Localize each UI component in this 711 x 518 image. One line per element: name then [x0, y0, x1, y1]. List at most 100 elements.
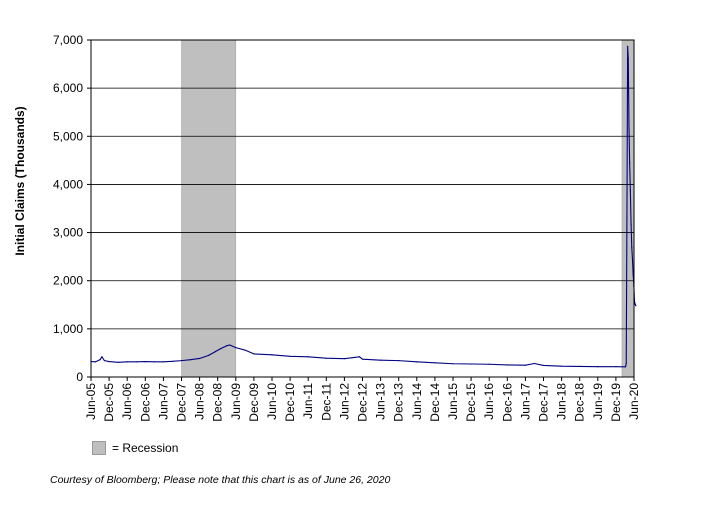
y-tick-label: 2,000 — [53, 274, 83, 288]
x-tick-label: Dec-06 — [138, 383, 152, 422]
x-tick-label: Jun-07 — [156, 383, 170, 420]
data-point — [94, 361, 97, 363]
data-point — [452, 363, 454, 365]
data-point — [470, 363, 472, 365]
data-point — [597, 366, 599, 368]
y-axis-title: Initial Claims (Thousands) — [13, 106, 27, 255]
x-tick-label: Jun-14 — [410, 383, 424, 420]
data-point — [103, 360, 106, 362]
data-point — [153, 361, 155, 363]
data-point — [629, 190, 631, 192]
x-tick-label: Jun-18 — [555, 383, 569, 420]
data-point — [199, 357, 201, 360]
data-point — [488, 363, 490, 365]
x-tick-label: Jun-15 — [446, 383, 460, 420]
data-point — [208, 354, 210, 356]
data-point — [416, 361, 418, 363]
data-point — [561, 365, 563, 367]
x-tick-label: Dec-07 — [175, 383, 189, 422]
data-point — [289, 355, 291, 357]
y-tick-labels: 0 1,000 2,000 3,000 4,000 5,000 6,000 7,000 — [53, 33, 83, 384]
data-point — [108, 360, 110, 363]
recession-legend-swatch — [92, 441, 106, 455]
gridlines — [87, 39, 634, 378]
data-point — [101, 356, 103, 358]
data-point — [434, 362, 436, 364]
data-point — [380, 359, 382, 361]
data-point — [144, 360, 146, 363]
data-point — [189, 359, 192, 361]
plot-frame — [90, 39, 635, 378]
y-tick-label: 7,000 — [53, 33, 83, 47]
y-tick-label: 0 — [76, 370, 83, 384]
x-tick-label: Jun-09 — [229, 383, 243, 420]
source-footnote: Courtesy of Bloomberg; Please note that … — [50, 474, 391, 486]
x-tick-label: Dec-13 — [392, 383, 406, 422]
data-point — [325, 357, 327, 359]
data-point — [542, 364, 545, 367]
data-point — [343, 358, 345, 360]
x-tick-label: Jun-17 — [518, 383, 532, 420]
x-tick-label: Jun-06 — [120, 383, 134, 420]
series-group — [90, 45, 637, 368]
data-point — [220, 347, 222, 350]
data-point — [235, 347, 237, 349]
series-line-1 — [90, 45, 637, 368]
data-point — [627, 57, 629, 60]
data-point — [307, 356, 309, 358]
y-tick-label: 4,000 — [53, 177, 83, 191]
x-tick-label: Dec-17 — [537, 383, 551, 422]
x-tick-label: Jun-10 — [265, 383, 279, 420]
data-point — [117, 361, 119, 363]
data-point — [244, 349, 246, 351]
data-point — [625, 362, 627, 365]
recession-bands — [181, 39, 635, 378]
data-point — [226, 345, 228, 347]
axes — [90, 39, 635, 378]
data-point — [631, 247, 633, 249]
data-point — [628, 124, 630, 126]
data-point — [533, 362, 536, 365]
x-tick-label: Jun-05 — [84, 383, 98, 420]
x-tick-label: Dec-09 — [247, 383, 261, 422]
recession-band-1 — [181, 39, 237, 378]
data-point — [624, 366, 627, 368]
x-tick-label: Dec-16 — [500, 383, 514, 422]
x-tick-label: Dec-05 — [102, 383, 116, 422]
data-point — [632, 274, 634, 276]
x-tick-label: Jun-13 — [374, 383, 388, 420]
x-tick-label: Jun-08 — [193, 383, 207, 420]
x-tick-label: Dec-12 — [356, 383, 370, 422]
data-point — [615, 366, 617, 368]
y-tick-label: 3,000 — [53, 226, 83, 240]
data-point — [506, 364, 508, 366]
data-point — [635, 305, 637, 307]
x-tick-label: Dec-14 — [428, 383, 442, 422]
data-point — [361, 358, 364, 360]
data-point — [358, 356, 361, 358]
x-tick-labels: Jun-05 Dec-05 Jun-06 Dec-06 Jun-07 Dec-07 Jun-… — [84, 377, 641, 422]
y-tick-label: 6,000 — [53, 81, 83, 95]
x-tick-label: Dec-11 — [319, 383, 333, 421]
recession-legend-label: = Recession — [112, 441, 179, 455]
y-tick-label: 1,000 — [53, 322, 83, 336]
data-point — [214, 351, 216, 353]
data-point — [634, 303, 636, 306]
x-tick-label: Jun-19 — [591, 383, 605, 420]
x-tick-label: Jun-11 — [301, 383, 315, 419]
x-tick-label: Dec-15 — [464, 383, 478, 422]
x-tick-label: Dec-10 — [283, 383, 297, 422]
data-point — [99, 359, 101, 361]
y-tick-label: 5,000 — [53, 129, 83, 143]
data-point — [629, 162, 631, 164]
data-point — [626, 217, 628, 219]
data-point — [135, 361, 137, 363]
data-point — [229, 344, 231, 346]
data-point — [630, 223, 632, 225]
x-tick-label: Dec-19 — [609, 383, 623, 422]
x-tick-label: Jun-12 — [337, 383, 351, 420]
data-point — [579, 365, 581, 368]
data-point — [524, 364, 527, 366]
legend: = Recession — [92, 441, 178, 455]
